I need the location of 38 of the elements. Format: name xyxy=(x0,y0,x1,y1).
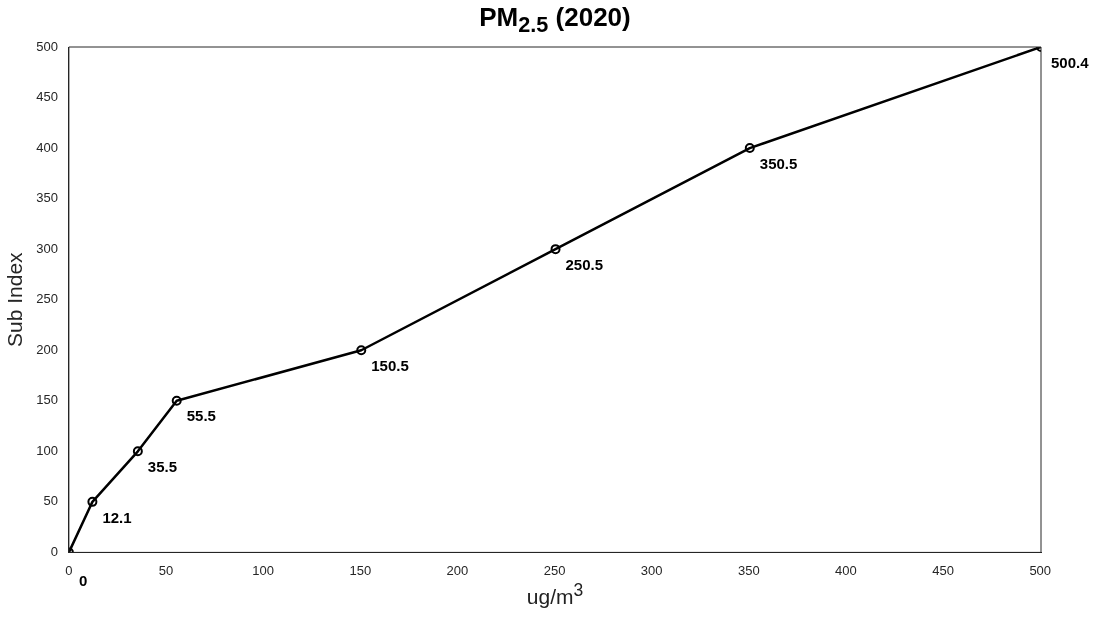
point xyxy=(356,345,367,356)
x-tick-label: 0 xyxy=(65,562,73,578)
point xyxy=(550,244,561,255)
x-tick-label: 450 xyxy=(932,562,954,578)
y-axis-title: Sub Index xyxy=(3,251,27,347)
y-tick-label: 50 xyxy=(43,493,58,509)
y-tick-label: 150 xyxy=(36,392,58,408)
x-tick-label: 50 xyxy=(158,562,174,578)
y-tick-label: 300 xyxy=(36,240,58,256)
x-tick-label: 350 xyxy=(737,562,760,578)
y-tick-label: 250 xyxy=(36,291,58,307)
point xyxy=(132,446,143,457)
annotation: 250.5 xyxy=(565,255,604,273)
annotation: 500.4 xyxy=(1051,53,1090,71)
y-tick-label: 100 xyxy=(36,442,58,458)
point xyxy=(87,496,98,507)
y-tick-label: 450 xyxy=(36,89,58,105)
y-tick-label: 500 xyxy=(36,38,58,54)
y-tick-label: 350 xyxy=(36,190,58,206)
y-tick-label: 400 xyxy=(36,139,58,155)
y-tick-label: 0 xyxy=(50,543,58,559)
x-tick-label: 300 xyxy=(640,562,663,578)
annotation: 12.1 xyxy=(102,508,132,526)
point xyxy=(171,395,182,406)
annotation: 55.5 xyxy=(186,407,216,425)
x-tick-label: 400 xyxy=(835,562,857,578)
x-tick-label: 200 xyxy=(446,562,469,578)
annotation: 150.5 xyxy=(371,356,409,374)
point xyxy=(744,143,755,154)
y-tick-label: 200 xyxy=(36,341,58,357)
x-tick-label: 150 xyxy=(349,562,372,578)
annotation: 35.5 xyxy=(147,457,178,475)
x-tick-label: 100 xyxy=(252,562,275,578)
chart-title: PM$_{2.5}$ (2020) xyxy=(478,2,632,39)
x-tick-label: 250 xyxy=(543,562,566,578)
x-tick-label: 500 xyxy=(1029,562,1052,578)
annotation: 350.5 xyxy=(759,154,798,172)
x-axis-title: ug/m$^{3}$ xyxy=(526,580,584,608)
